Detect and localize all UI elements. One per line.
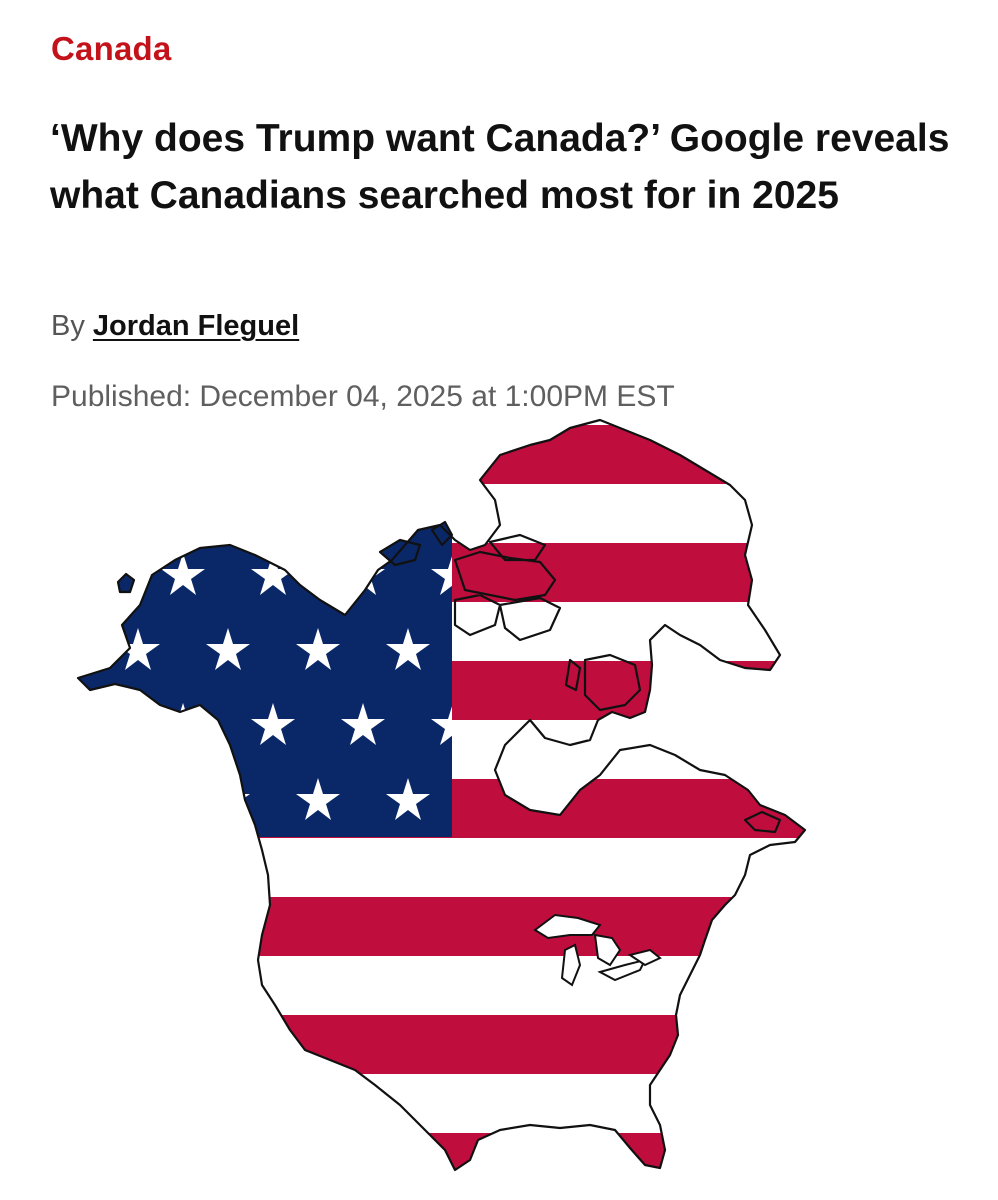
north-america-us-flag-map — [76, 418, 807, 1172]
article-image — [0, 415, 998, 1200]
article-headline: ‘Why does Trump want Canada?’ Google rev… — [50, 117, 950, 217]
author-link[interactable]: Jordan Fleguel — [92, 310, 300, 342]
great-lakes — [533, 913, 662, 987]
byline: By Jordan Fleguel — [51, 310, 299, 343]
flag-stripes — [78, 420, 805, 1170]
byline-prefix: By — [51, 310, 85, 342]
published-date: Published: December 04, 2025 at 1:00PM E… — [51, 380, 675, 413]
section-label[interactable]: Canada — [51, 30, 172, 67]
